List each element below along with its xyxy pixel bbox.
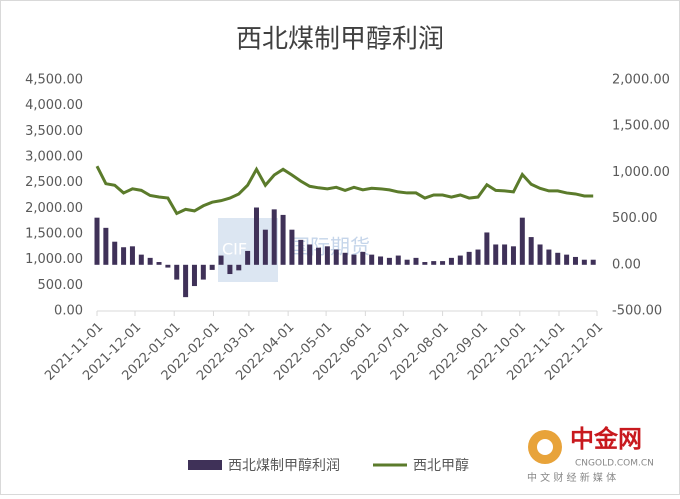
bar bbox=[510, 246, 516, 265]
logo-slogan: 中 文 财 经 新 媒 体 bbox=[527, 471, 616, 484]
y-tick-label: 2,000.00 bbox=[25, 201, 83, 216]
logo-icon bbox=[537, 439, 553, 455]
bar bbox=[457, 255, 463, 265]
bar bbox=[253, 207, 259, 265]
bar bbox=[324, 246, 330, 265]
y2-tick-label: 500.00 bbox=[612, 211, 658, 226]
y-tick-label: 1,000.00 bbox=[25, 252, 83, 267]
bar bbox=[103, 227, 109, 265]
watermark: CIF bbox=[222, 240, 247, 259]
bar bbox=[209, 264, 215, 270]
y-tick-label: 500.00 bbox=[38, 278, 84, 293]
bar bbox=[546, 249, 552, 265]
legend-label: 西北甲醇 bbox=[413, 457, 469, 474]
y2-tick-label: 0.00 bbox=[612, 257, 641, 272]
bar bbox=[590, 259, 596, 265]
bar bbox=[519, 217, 525, 265]
bar bbox=[466, 251, 472, 265]
bar bbox=[422, 262, 428, 265]
bar bbox=[360, 251, 366, 265]
bar bbox=[298, 239, 304, 265]
y2-tick-label: -500.00 bbox=[612, 304, 662, 319]
bar bbox=[369, 254, 375, 265]
y-tick-label: 4,500.00 bbox=[25, 73, 83, 88]
bar bbox=[448, 257, 454, 265]
bar bbox=[245, 250, 251, 265]
bar bbox=[431, 261, 437, 265]
bar bbox=[121, 247, 127, 265]
bar bbox=[395, 255, 401, 265]
y2-tick-label: 1,000.00 bbox=[612, 165, 670, 180]
bar bbox=[528, 237, 534, 265]
bar bbox=[404, 259, 410, 265]
bar bbox=[564, 254, 570, 265]
bar bbox=[307, 244, 313, 265]
y-tick-label: 3,500.00 bbox=[25, 124, 83, 139]
bar bbox=[112, 241, 118, 265]
y-tick-label: 0.00 bbox=[54, 304, 83, 319]
bar bbox=[174, 264, 180, 280]
watermark: 国际期货 bbox=[290, 235, 370, 259]
bar bbox=[262, 229, 268, 265]
y2-tick-label: 1,500.00 bbox=[612, 119, 670, 134]
legend-label: 西北煤制甲醇利润 bbox=[228, 457, 340, 474]
bar bbox=[129, 246, 135, 265]
bar bbox=[572, 256, 578, 265]
bar bbox=[378, 256, 384, 265]
bar bbox=[316, 247, 322, 265]
bar bbox=[138, 254, 144, 265]
bar bbox=[156, 262, 162, 265]
bar bbox=[413, 257, 419, 265]
bar bbox=[484, 232, 490, 265]
bar bbox=[289, 229, 295, 265]
bar bbox=[537, 244, 543, 265]
y2-tick-label: 2,000.00 bbox=[612, 73, 670, 88]
bar bbox=[227, 264, 233, 275]
bar bbox=[502, 244, 508, 265]
bar bbox=[236, 264, 242, 271]
bar bbox=[475, 249, 481, 265]
bar bbox=[271, 209, 277, 265]
bar bbox=[94, 217, 100, 265]
y-tick-label: 4,000.00 bbox=[25, 98, 83, 113]
y-tick-label: 1,500.00 bbox=[25, 227, 83, 242]
bar bbox=[147, 257, 153, 265]
logo-name: 中金网 bbox=[570, 425, 642, 453]
bar bbox=[440, 261, 446, 265]
logo-site: CNGOLD.COM.CN bbox=[575, 459, 654, 469]
y-tick-label: 3,000.00 bbox=[25, 150, 83, 165]
bar bbox=[200, 264, 206, 280]
bar bbox=[183, 264, 189, 298]
bar bbox=[493, 244, 499, 265]
bar bbox=[333, 249, 339, 265]
bar bbox=[165, 264, 171, 268]
bar bbox=[218, 255, 224, 265]
bar bbox=[191, 264, 197, 287]
bar bbox=[555, 252, 561, 265]
bar bbox=[342, 252, 348, 265]
bar bbox=[386, 257, 392, 265]
bar bbox=[351, 254, 357, 265]
bar bbox=[280, 214, 286, 265]
legend-swatch bbox=[188, 460, 222, 470]
line bbox=[95, 165, 594, 216]
bar bbox=[581, 259, 587, 265]
chart-title: 西北煤制甲醇利润 bbox=[236, 25, 444, 55]
y-tick-label: 2,500.00 bbox=[25, 175, 83, 190]
